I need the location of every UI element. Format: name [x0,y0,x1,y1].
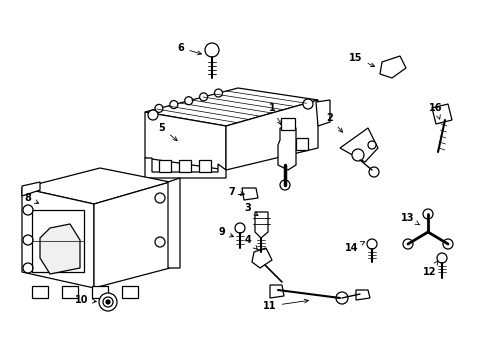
Circle shape [103,297,113,307]
Text: 3: 3 [245,203,258,216]
Polygon shape [145,88,318,126]
Text: 8: 8 [24,193,39,203]
Polygon shape [252,248,272,268]
Text: 10: 10 [75,295,97,305]
Text: 14: 14 [345,242,365,253]
Polygon shape [22,168,170,204]
Circle shape [155,237,165,247]
Circle shape [148,110,158,120]
Polygon shape [270,285,284,298]
Circle shape [106,300,110,304]
Polygon shape [278,128,296,170]
Text: 11: 11 [263,299,308,311]
Polygon shape [92,286,108,298]
Text: 6: 6 [178,43,201,55]
Circle shape [23,235,33,245]
Circle shape [443,239,453,249]
Text: 9: 9 [219,227,234,237]
Text: 15: 15 [349,53,375,67]
Polygon shape [22,188,94,288]
Circle shape [367,239,377,249]
Circle shape [235,223,245,233]
Polygon shape [296,138,308,150]
Polygon shape [226,100,318,170]
Polygon shape [356,290,370,300]
Circle shape [155,104,163,112]
Text: 1: 1 [269,103,281,125]
Circle shape [170,100,178,109]
Polygon shape [242,188,258,200]
Polygon shape [32,286,48,298]
Polygon shape [380,56,406,78]
Circle shape [23,205,33,215]
Polygon shape [32,210,84,272]
Polygon shape [145,112,226,170]
Polygon shape [145,158,226,178]
Polygon shape [40,224,80,274]
Circle shape [199,93,208,101]
Polygon shape [168,178,180,268]
Circle shape [205,43,219,57]
Polygon shape [62,286,78,298]
Text: 4: 4 [245,235,257,249]
Polygon shape [340,128,378,162]
Circle shape [23,263,33,273]
Polygon shape [94,182,170,288]
Circle shape [403,239,413,249]
Text: 7: 7 [229,187,245,197]
Text: 5: 5 [159,123,177,141]
Circle shape [369,167,379,177]
Polygon shape [22,182,40,196]
Circle shape [280,180,290,190]
Text: 2: 2 [327,113,343,132]
Polygon shape [255,212,268,238]
Text: 12: 12 [423,261,438,277]
Text: 13: 13 [401,213,420,225]
Circle shape [303,99,313,109]
Circle shape [99,293,117,311]
Circle shape [336,292,348,304]
Polygon shape [159,160,171,172]
Circle shape [155,193,165,203]
Polygon shape [179,160,191,172]
Circle shape [185,97,193,105]
Circle shape [368,141,376,149]
Polygon shape [316,100,330,126]
Circle shape [352,149,364,161]
Polygon shape [432,104,452,124]
Text: 16: 16 [429,103,443,119]
Polygon shape [199,160,211,172]
Circle shape [423,209,433,219]
Polygon shape [281,118,295,130]
Polygon shape [122,286,138,298]
Circle shape [437,253,447,263]
Circle shape [215,89,222,97]
